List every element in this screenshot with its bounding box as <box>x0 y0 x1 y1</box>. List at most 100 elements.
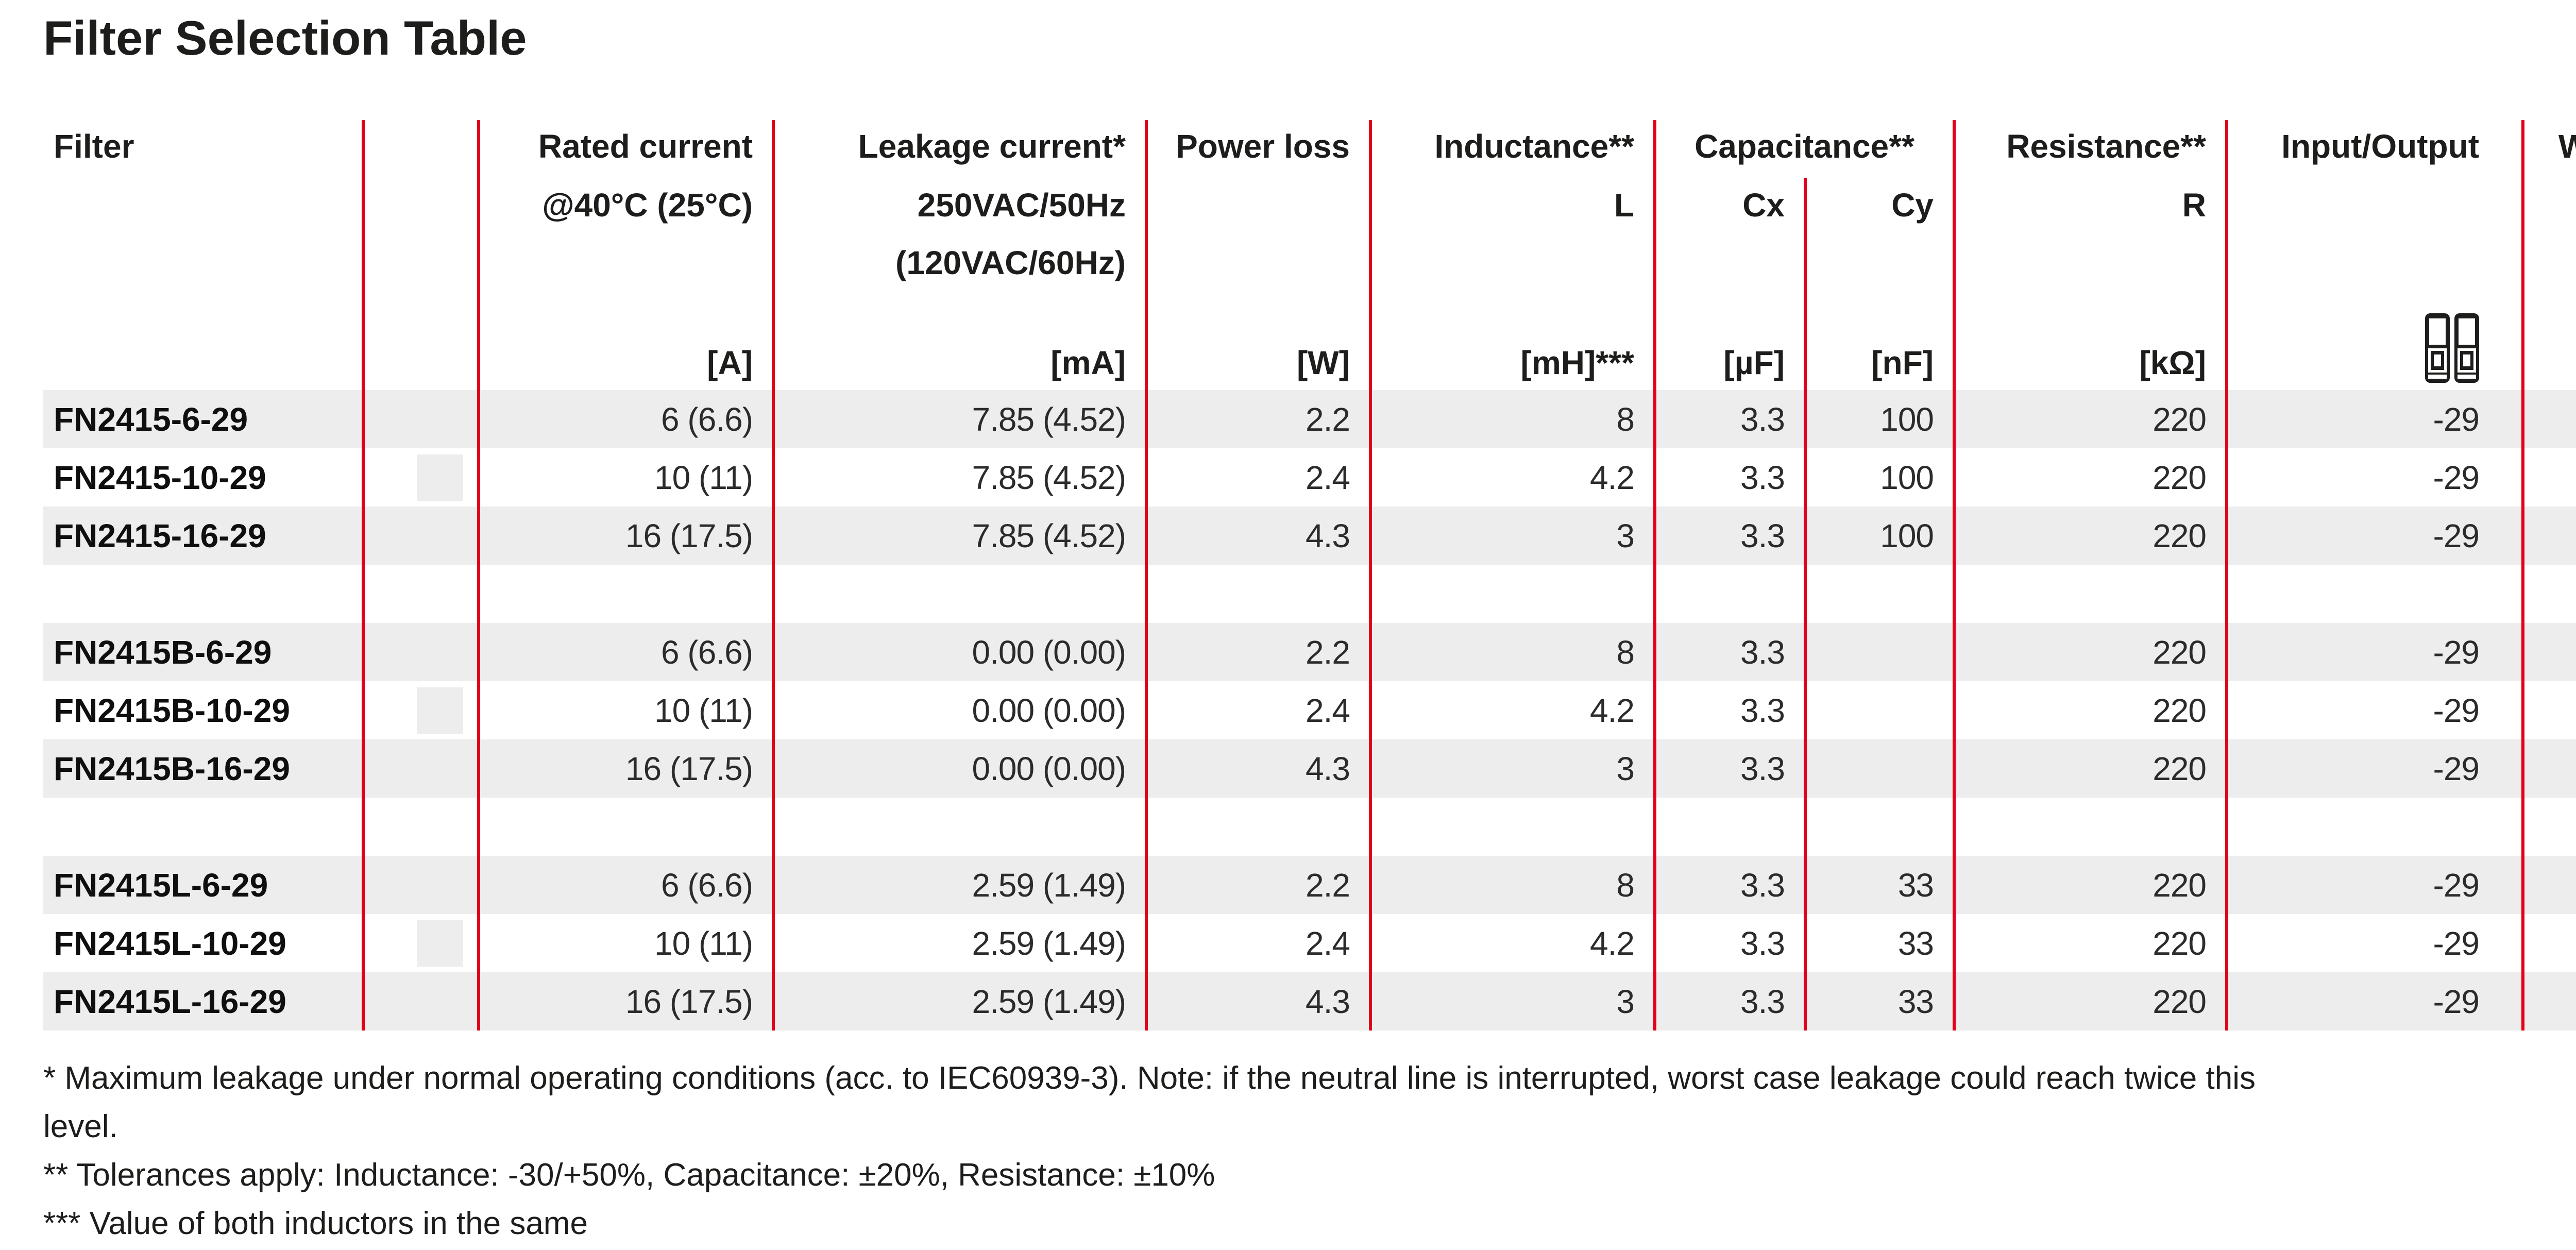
header-leakage-condition2: (120VAC/60Hz) <box>895 244 1126 281</box>
input-output-cell: -29 <box>2433 400 2480 438</box>
header-sub-l: L <box>1614 187 1634 224</box>
cy-cell: 100 <box>1880 459 1934 496</box>
inductance-cell: 3 <box>1616 750 1635 787</box>
header-sub-cy: Cy <box>1891 187 1934 224</box>
header-rated-condition: @40°C (25°C) <box>542 187 753 224</box>
variant-marker-cell <box>363 687 479 734</box>
table-row: FN2415L-6-29 6 (6.6) 2.59 (1.49) 2.2 8 3… <box>43 856 2576 914</box>
table-row: FN2415-10-29 10 (11) 7.85 (4.52) 2.4 4.2… <box>43 448 2576 506</box>
leakage-cell: 0.00 (0.00) <box>972 691 1126 729</box>
weight-cell: 0.4 <box>2523 400 2576 438</box>
header-sub-cx: Cx <box>1742 187 1785 224</box>
header-power-loss: Power loss <box>1176 128 1350 165</box>
inductance-cell: 8 <box>1616 633 1635 671</box>
variant-marker-cell <box>363 920 479 967</box>
resistance-cell: 220 <box>2153 924 2207 962</box>
table-row: FN2415L-16-29 16 (17.5) 2.59 (1.49) 4.3 … <box>43 972 2576 1031</box>
column-divider <box>1953 120 1956 1031</box>
weight-cell: 0.4 <box>2523 691 2576 730</box>
column-divider <box>477 120 480 1031</box>
power-loss-cell: 4.3 <box>1306 517 1350 554</box>
weight-cell: 0.4 <box>2523 633 2576 671</box>
footnotes: * Maximum leakage under normal operating… <box>43 1054 2576 1248</box>
cy-cell: 33 <box>1897 866 1934 904</box>
header-inductance: Inductance** <box>1434 128 1634 165</box>
table-header: Filter Rated current Leakage current* Po… <box>43 120 2576 390</box>
filter-name-cell: FN2415-10-29 <box>54 459 266 496</box>
resistance-cell: 220 <box>2153 517 2207 554</box>
resistance-cell: 220 <box>2153 983 2207 1020</box>
inductance-cell: 4.2 <box>1590 691 1635 729</box>
variant-marker-cell <box>363 978 479 1025</box>
unit-rated-current: [A] <box>707 344 753 381</box>
column-divider <box>1369 120 1372 1031</box>
filter-selection-table: Filter Rated current Leakage current* Po… <box>43 120 2576 1031</box>
variant-marker-cell <box>363 629 479 675</box>
rated-current-cell: 10 (11) <box>654 924 753 962</box>
cx-cell: 3.3 <box>1740 924 1785 962</box>
header-leakage-current: Leakage current* <box>858 128 1126 165</box>
cx-cell: 3.3 <box>1740 517 1785 554</box>
rated-current-cell: 6 (6.6) <box>661 400 753 438</box>
io-terminals-icon <box>2425 313 2479 383</box>
table-row <box>43 798 2576 856</box>
unit-resistance: [kΩ] <box>2139 344 2206 381</box>
filter-name-cell: FN2415L-16-29 <box>54 983 286 1020</box>
variant-marker-cell <box>363 804 479 850</box>
weight-cell: 0.4 <box>2523 459 2576 497</box>
resistance-cell: 220 <box>2153 400 2207 438</box>
table-row: FN2415-6-29 6 (6.6) 7.85 (4.52) 2.2 8 3.… <box>43 390 2576 448</box>
variant-marker-cell <box>363 571 479 617</box>
unit-weight: [kg] <box>2523 344 2576 390</box>
rated-current-cell: 6 (6.6) <box>661 866 753 904</box>
column-divider-cx-cy <box>1804 178 1807 1031</box>
table-row <box>43 565 2576 623</box>
weight-cell: 0.4 <box>2523 517 2576 555</box>
leakage-cell: 7.85 (4.52) <box>972 459 1126 496</box>
input-output-cell: -29 <box>2433 459 2480 496</box>
filter-name-cell: FN2415B-16-29 <box>54 750 290 787</box>
marker-square <box>417 687 463 734</box>
weight-cell: 0.4 <box>2523 750 2576 788</box>
resistance-cell: 220 <box>2153 459 2207 496</box>
inductance-cell: 3 <box>1616 517 1635 554</box>
rated-current-cell: 16 (17.5) <box>625 983 753 1020</box>
variant-marker-cell <box>363 396 479 443</box>
unit-cy: [nF] <box>1871 344 1934 381</box>
column-divider <box>2521 120 2524 1031</box>
filter-name-cell: FN2415-6-29 <box>54 400 248 438</box>
cx-cell: 3.3 <box>1740 400 1785 438</box>
leakage-cell: 2.59 (1.49) <box>972 866 1126 904</box>
cx-cell: 3.3 <box>1740 983 1785 1020</box>
leakage-cell: 7.85 (4.52) <box>972 400 1126 438</box>
rated-current-cell: 16 (17.5) <box>625 750 753 787</box>
resistance-cell: 220 <box>2153 691 2207 729</box>
unit-cx: [µF] <box>1723 344 1785 381</box>
resistance-cell: 220 <box>2153 866 2207 904</box>
cx-cell: 3.3 <box>1740 459 1785 496</box>
leakage-cell: 2.59 (1.49) <box>972 983 1126 1020</box>
input-output-cell: -29 <box>2433 924 2480 962</box>
cx-cell: 3.3 <box>1740 633 1785 671</box>
column-divider <box>1145 120 1148 1031</box>
weight-cell: 0.4 <box>2523 924 2576 962</box>
power-loss-cell: 2.2 <box>1306 866 1350 904</box>
table-row: FN2415B-10-29 10 (11) 0.00 (0.00) 2.4 4.… <box>43 681 2576 739</box>
power-loss-cell: 2.2 <box>1306 400 1350 438</box>
unit-power-loss: [W] <box>1296 344 1350 381</box>
cy-cell: 33 <box>1897 924 1934 962</box>
power-loss-cell: 2.4 <box>1306 924 1350 962</box>
leakage-cell: 7.85 (4.52) <box>972 517 1126 554</box>
footnote-line: ** Tolerances apply: Inductance: -30/+50… <box>43 1157 1215 1193</box>
variant-marker-cell <box>363 862 479 908</box>
table-body: FN2415-6-29 6 (6.6) 7.85 (4.52) 2.2 8 3.… <box>43 390 2576 1031</box>
inductance-cell: 8 <box>1616 866 1635 904</box>
power-loss-cell: 2.2 <box>1306 633 1350 671</box>
header-rated-current: Rated current <box>538 128 753 165</box>
marker-square <box>417 920 463 967</box>
footnote-line: * Maximum leakage under normal operating… <box>43 1060 2256 1096</box>
weight-cell: 0.4 <box>2523 983 2576 1021</box>
table-row: FN2415B-16-29 16 (17.5) 0.00 (0.00) 4.3 … <box>43 739 2576 798</box>
power-loss-cell: 4.3 <box>1306 750 1350 787</box>
resistance-cell: 220 <box>2153 633 2207 671</box>
